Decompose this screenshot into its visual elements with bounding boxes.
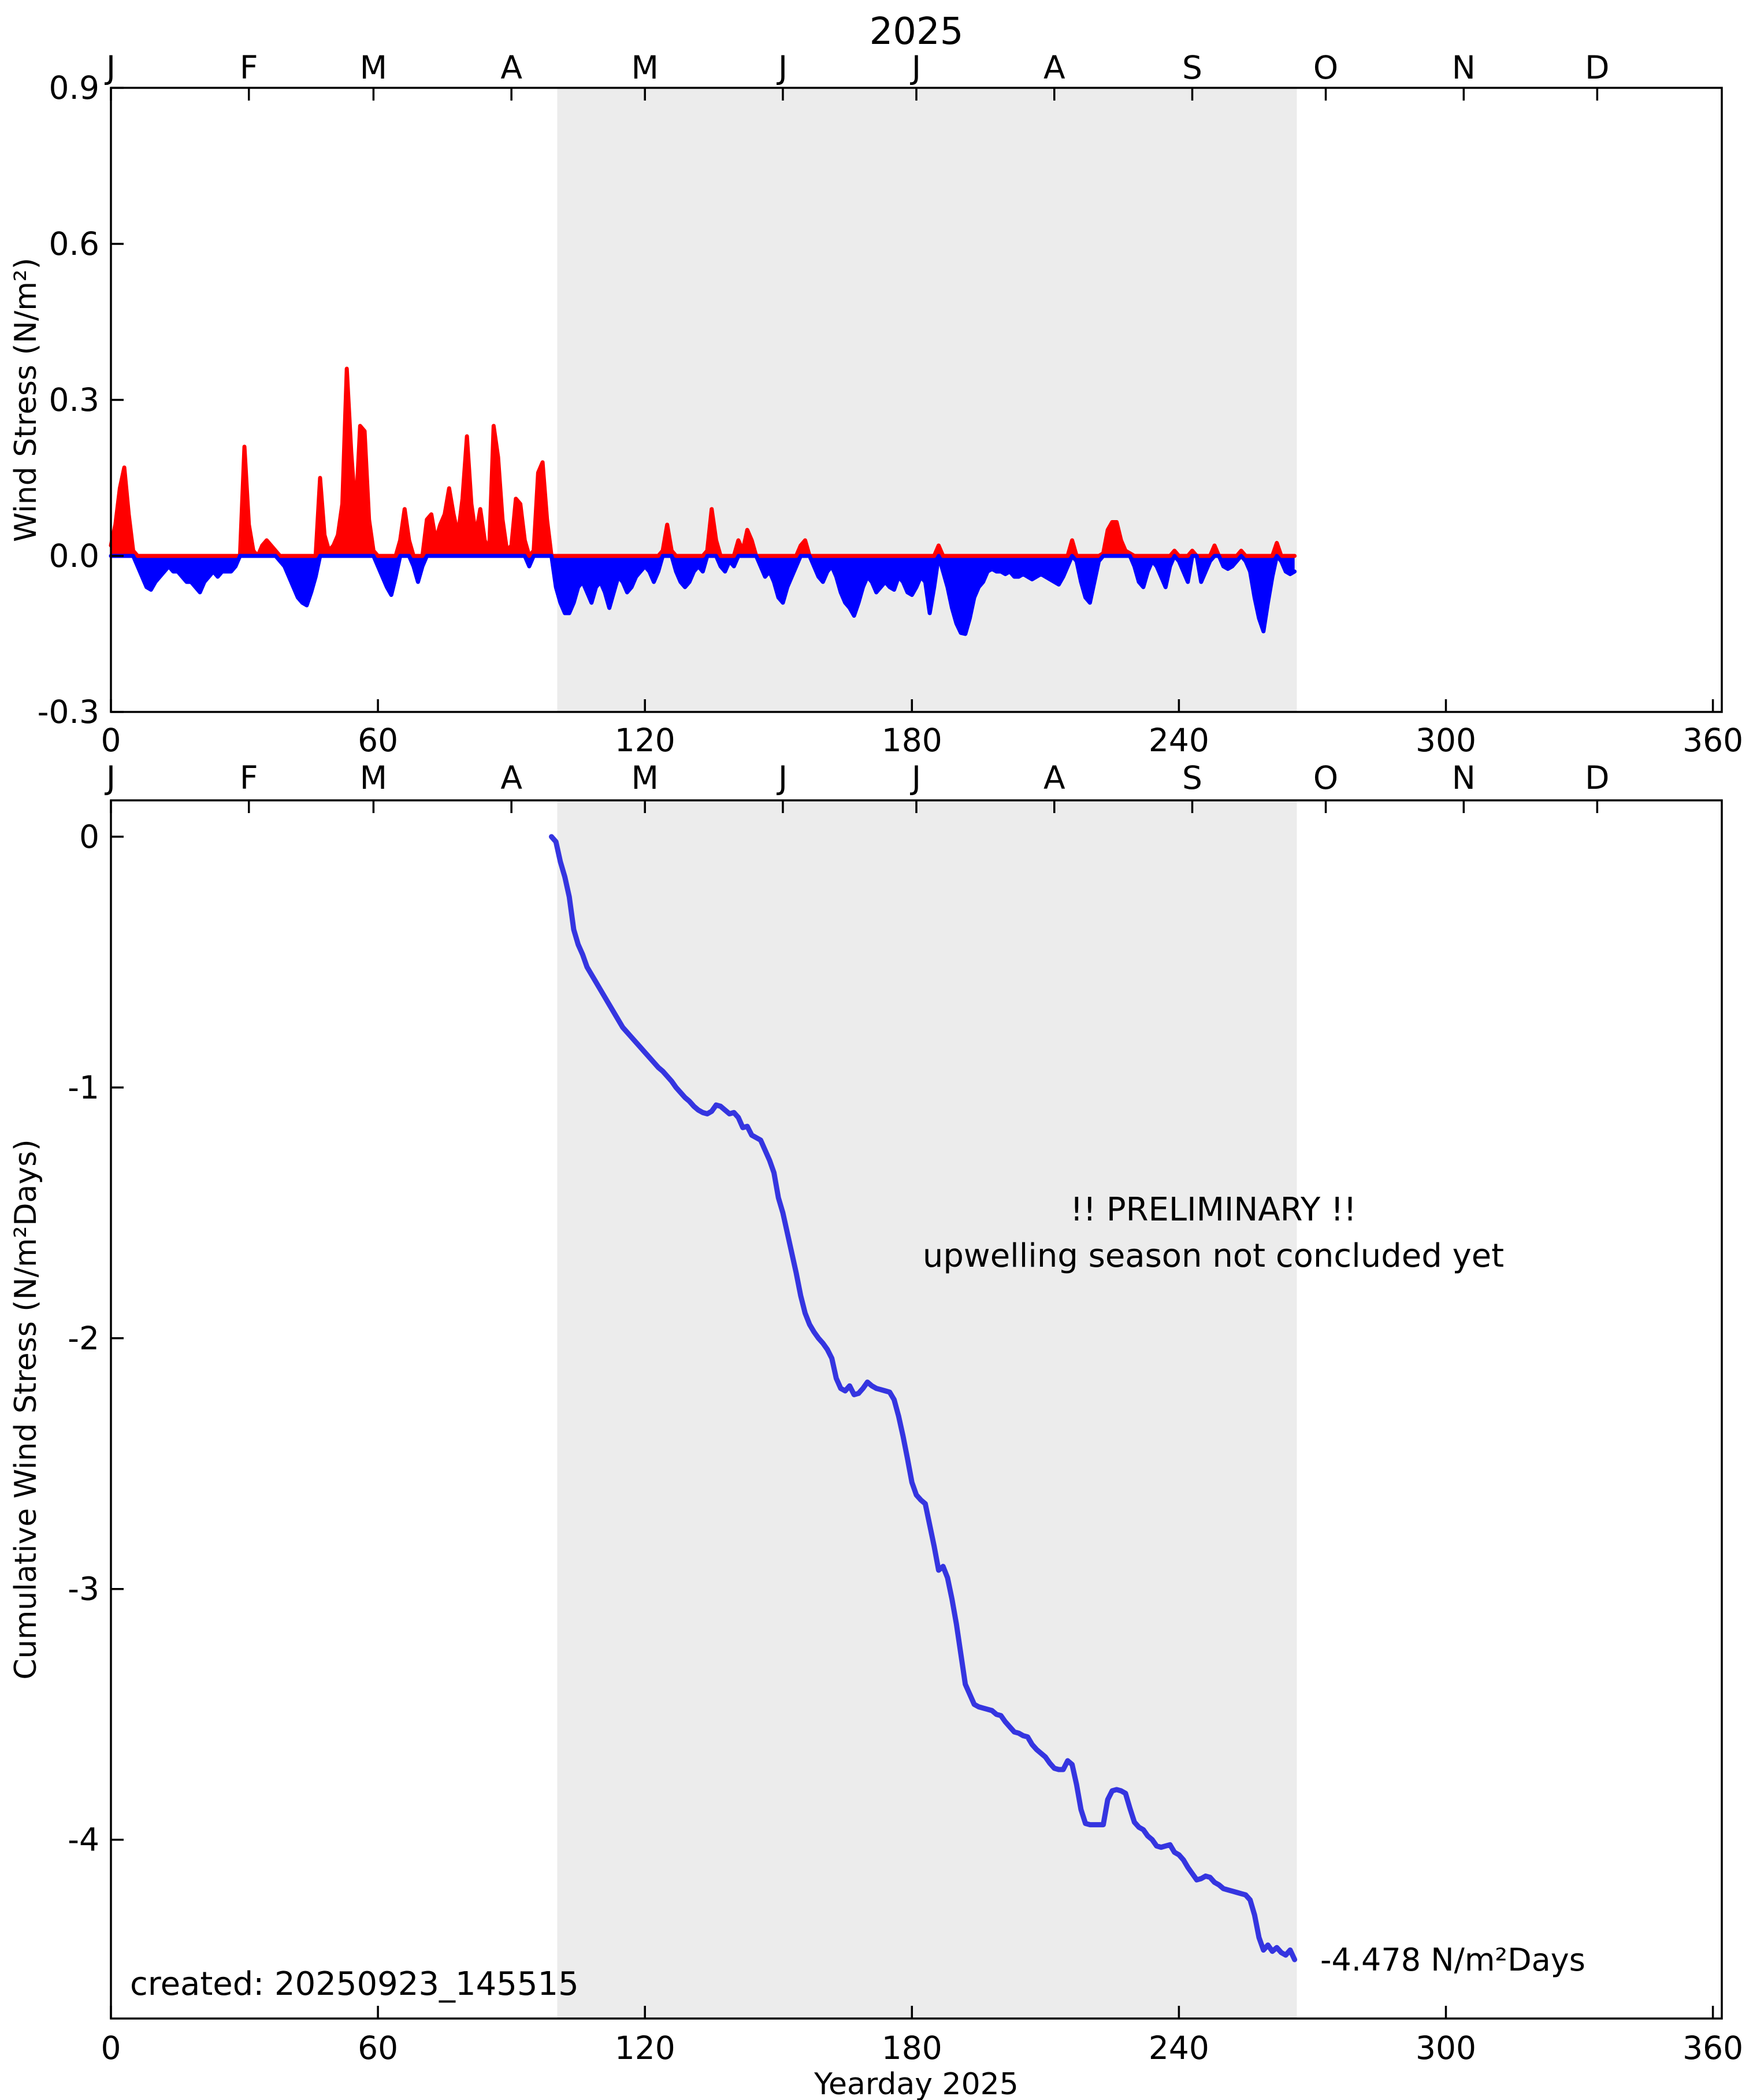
month-label-top: J [777,49,788,86]
shading-top-plot [557,88,1297,712]
month-label-bottom: M [360,759,387,796]
x-tick-label-top: 360 [1683,722,1743,759]
x-tick-label-bottom: 240 [1149,2029,1209,2066]
month-label-bottom: D [1585,759,1609,796]
month-label-bottom: O [1313,759,1338,796]
month-label-bottom: A [1043,759,1065,796]
bottom-y-axis-label: Cumulative Wind Stress (N/m²Days) [9,1139,43,1679]
y-tick-label-bottom: -1 [68,1069,99,1106]
month-label-top: M [631,49,658,86]
x-tick-label-bottom: 180 [882,2029,942,2066]
y-tick-label-bottom: -4 [68,1821,99,1858]
x-tick-label-top: 180 [882,722,942,759]
wind-stress-negative-line [109,554,1297,636]
top-y-axis-label: Wind Stress (N/m²) [9,258,43,542]
month-label-bottom: A [500,759,522,796]
preliminary-warning-line2: upwelling season not concluded yet [923,1237,1504,1275]
month-label-top: D [1585,49,1609,86]
month-label-bottom: J [777,759,788,796]
y-tick-label-top: 0.0 [49,537,99,574]
month-label-bottom: F [240,759,258,796]
x-tick-label-bottom: 120 [615,2029,675,2066]
y-tick-label-top: 0.3 [49,381,99,418]
x-tick-label-bottom: 0 [101,2029,121,2066]
month-label-top: A [1043,49,1065,86]
y-tick-label-top: 0.6 [49,225,99,262]
preliminary-warning-line1: !! PRELIMINARY !! [1070,1191,1357,1229]
month-label-bottom: J [910,759,921,796]
x-tick-label-top: 120 [615,722,675,759]
month-label-top: J [910,49,921,86]
month-label-top: F [240,49,258,86]
y-tick-label-bottom: -2 [68,1320,99,1357]
month-label-top: J [105,49,116,86]
cumulative-wind-stress-line [548,834,1298,1962]
axis-ticks-and-labels: J F M A M J J A S O N D 0 60 120 180 240 300 360 0.9 0.6 0.3 0… [38,49,1743,2066]
x-tick-label-bottom: 60 [358,2029,398,2066]
wind-stress-positive-line [109,366,1297,558]
upwelling-season-shading [557,88,1297,2019]
wind-stress-positive-area [111,369,1295,556]
month-label-top: N [1452,49,1476,86]
y-tick-label-bottom: 0 [79,818,99,855]
month-label-bottom: M [631,759,658,796]
month-label-top: A [500,49,522,86]
month-label-bottom: S [1182,759,1202,796]
month-label-top: O [1313,49,1338,86]
x-tick-label-top: 240 [1149,722,1209,759]
y-tick-label-bottom: -3 [68,1571,99,1608]
created-timestamp-text: created: 20250923_145515 [130,1965,579,2003]
y-tick-label-top: -0.3 [38,693,99,730]
x-tick-label-top: 60 [358,722,398,759]
month-label-bottom: J [105,759,116,796]
x-axis-label: Yearday 2025 [814,2067,1019,2100]
month-label-top: M [360,49,387,86]
x-tick-label-bottom: 300 [1416,2029,1476,2066]
final-cumulative-value-annotation: -4.478 N/m²Days [1320,1942,1585,1978]
shading-bottom-plot [557,800,1297,2019]
figure-title: 2025 [870,10,964,53]
y-tick-label-top: 0.9 [49,69,99,106]
x-tick-label-top: 300 [1416,722,1476,759]
x-tick-label-bottom: 360 [1683,2029,1743,2066]
x-tick-label-top: 0 [101,722,121,759]
data-series [109,366,1298,1962]
month-label-bottom: N [1452,759,1476,796]
month-label-top: S [1182,49,1202,86]
